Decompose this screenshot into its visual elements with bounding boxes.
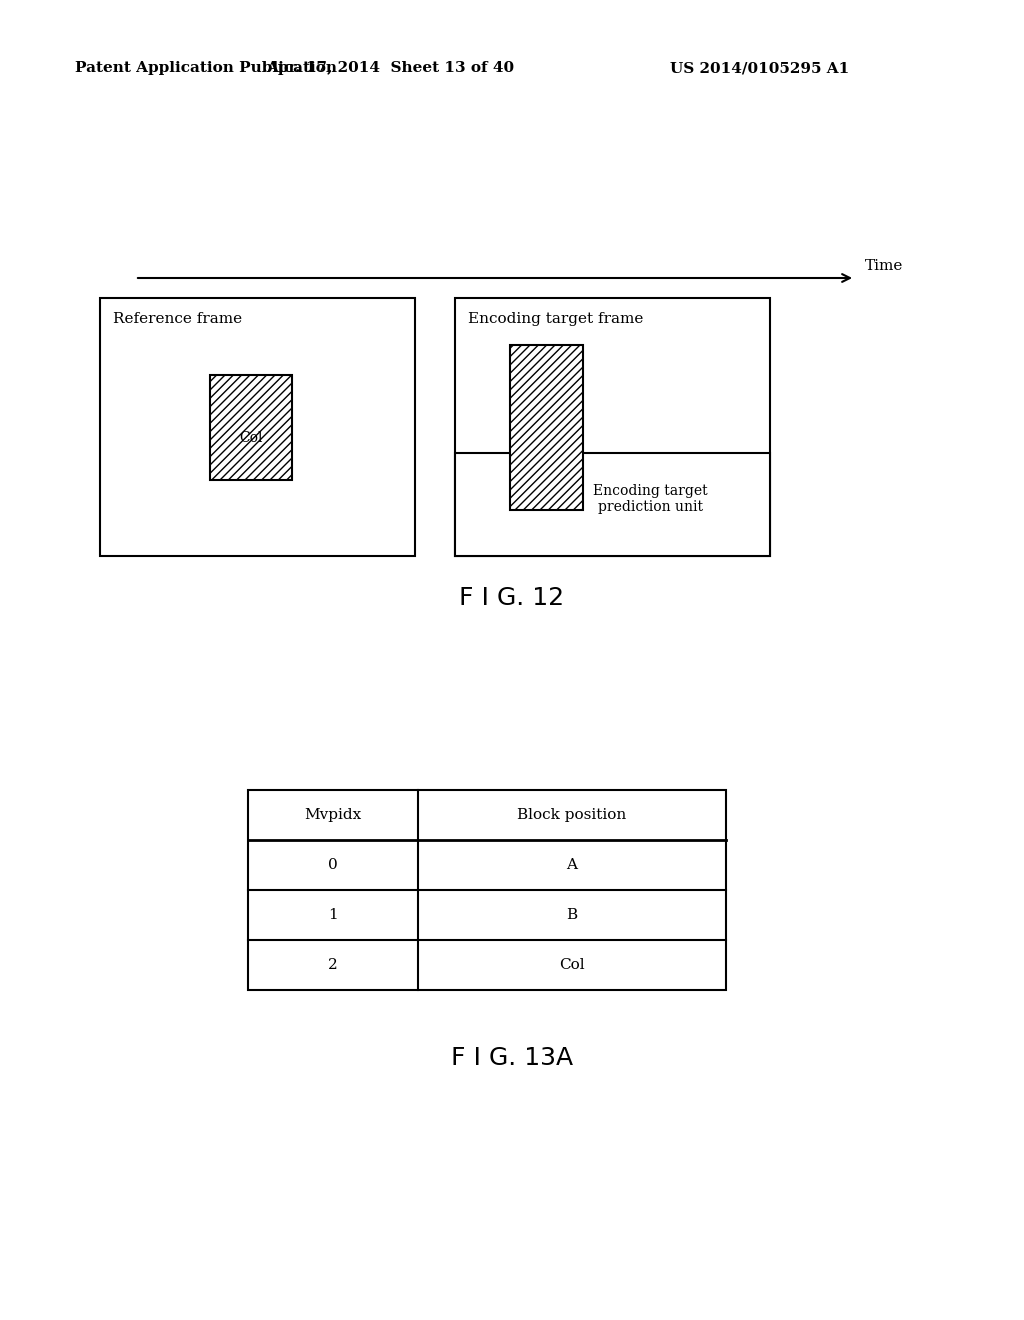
Bar xyxy=(210,375,292,480)
Text: Col: Col xyxy=(559,958,585,972)
Bar xyxy=(455,453,770,556)
Text: B: B xyxy=(566,908,578,921)
Text: 2: 2 xyxy=(328,958,338,972)
Text: Encoding target frame: Encoding target frame xyxy=(468,312,643,326)
Text: Encoding target
prediction unit: Encoding target prediction unit xyxy=(593,484,708,515)
Bar xyxy=(248,789,726,990)
Text: Reference frame: Reference frame xyxy=(113,312,242,326)
Text: Time: Time xyxy=(865,259,903,273)
Text: US 2014/0105295 A1: US 2014/0105295 A1 xyxy=(670,61,849,75)
Text: 1: 1 xyxy=(328,908,338,921)
Text: Mvpidx: Mvpidx xyxy=(304,808,361,822)
Text: F I G. 12: F I G. 12 xyxy=(460,586,564,610)
Text: Patent Application Publication: Patent Application Publication xyxy=(75,61,337,75)
Bar xyxy=(455,298,770,556)
Text: A: A xyxy=(566,858,578,873)
Bar xyxy=(100,298,415,556)
Text: Col: Col xyxy=(240,432,263,445)
Text: Block position: Block position xyxy=(517,808,627,822)
Text: F I G. 13A: F I G. 13A xyxy=(451,1045,573,1071)
Text: 0: 0 xyxy=(328,858,338,873)
Text: Apr. 17, 2014  Sheet 13 of 40: Apr. 17, 2014 Sheet 13 of 40 xyxy=(266,61,514,75)
Bar xyxy=(510,345,583,510)
